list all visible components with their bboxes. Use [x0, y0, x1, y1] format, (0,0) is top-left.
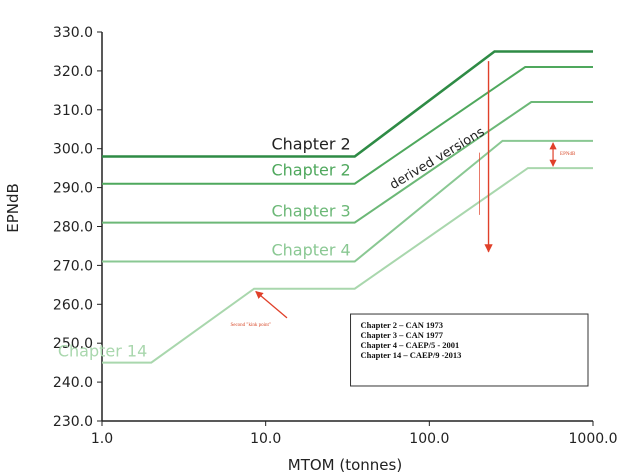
series-label-1: Chapter 2	[271, 161, 350, 180]
curve-labels: Chapter 2 Chapter 2 Chapter 3 Chapter 4 Chap…	[58, 134, 351, 360]
series-label-3: Chapter 4	[271, 241, 350, 260]
y-tick-label: 320.0	[53, 64, 93, 80]
x-tick-label: 1.0	[91, 431, 113, 447]
x-tick-label: 1000.0	[569, 431, 618, 447]
series-line-1	[102, 66, 593, 185]
y-tick-label: 310.0	[53, 103, 93, 119]
epndb-gap-note: EPNdB	[560, 152, 576, 157]
series-line-0	[102, 50, 593, 158]
series-line-2	[102, 101, 593, 224]
legend-box	[350, 313, 589, 387]
y-tick-label: 230.0	[53, 414, 93, 430]
y-tick-label: 330.0	[53, 25, 93, 41]
kink-point-note: Second "kink point"	[230, 323, 270, 328]
y-axis-title: EPNdB	[4, 183, 22, 233]
legend-entry: Chapter 3 – CAN 1977	[361, 330, 444, 340]
series-line-3	[102, 139, 593, 263]
y-tick-label: 240.0	[53, 375, 93, 391]
series-label-2: Chapter 3	[271, 202, 350, 221]
y-tick-label: 270.0	[53, 258, 93, 274]
tick-labels: 230.0 240.0 250.0 260.0 270.0 280.0 290.0 300.0…	[53, 25, 618, 447]
x-axis-title: MTOM (tonnes)	[288, 456, 402, 474]
annotations: derived versions EPNdB Second "kink point"…	[230, 61, 589, 387]
legend-entry: Chapter 14 – CAEP/9 -2013	[361, 350, 462, 360]
series-label-0: Chapter 2	[271, 134, 350, 153]
x-tick-label: 10.0	[250, 431, 281, 447]
y-tick-label: 280.0	[53, 220, 93, 236]
legend-entry: Chapter 4 – CAEP/5 - 2001	[361, 340, 460, 350]
x-tick-label: 100.0	[409, 431, 449, 447]
derived-versions-label: derived versions	[387, 125, 487, 193]
y-tick-label: 300.0	[53, 142, 93, 158]
legend-entry: Chapter 2 – CAN 1973	[361, 320, 443, 330]
y-tick-label: 290.0	[53, 181, 93, 197]
y-tick-label: 260.0	[53, 297, 93, 313]
series-line-4	[102, 167, 593, 364]
y-tick-label: 250.0	[53, 336, 93, 352]
kink-point-arrow	[255, 290, 288, 319]
series-group	[102, 50, 593, 364]
series-label-4: Chapter 14	[58, 342, 147, 361]
